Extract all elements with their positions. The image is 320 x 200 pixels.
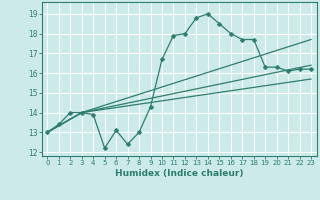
X-axis label: Humidex (Indice chaleur): Humidex (Indice chaleur) (115, 169, 244, 178)
